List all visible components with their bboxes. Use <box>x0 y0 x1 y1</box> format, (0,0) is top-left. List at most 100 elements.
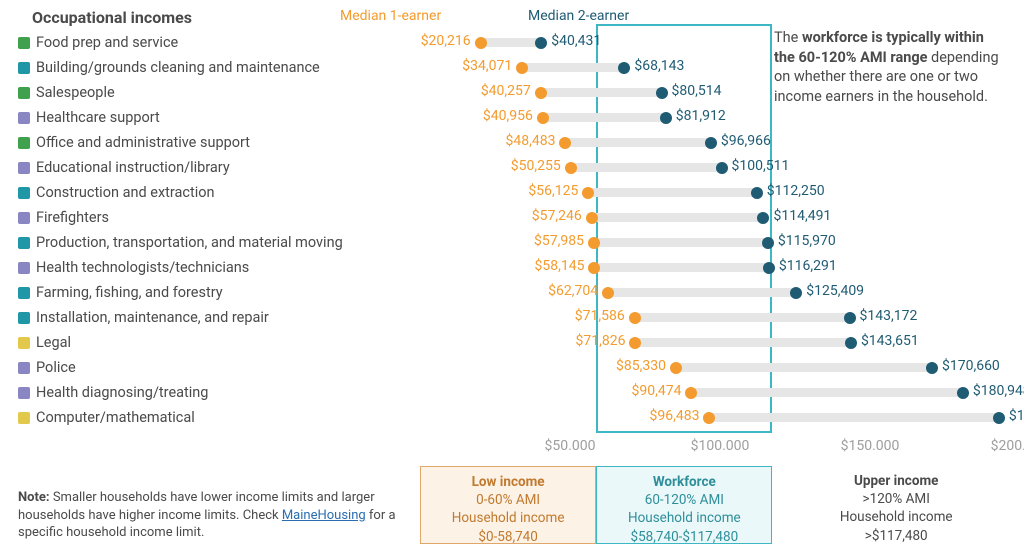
one-earner-dot <box>629 312 641 324</box>
two-earner-dot <box>618 62 630 74</box>
category-swatch <box>18 162 30 174</box>
one-earner-value: $58,145 <box>534 258 584 274</box>
one-earner-dot <box>537 112 549 124</box>
chart-row: Healthcare support$40,956$81,912 <box>18 105 1006 130</box>
range-track <box>635 338 850 347</box>
maine-housing-link[interactable]: MaineHousing <box>282 508 366 523</box>
two-earner-value: $68,143 <box>634 58 684 74</box>
occupation-label: Building/grounds cleaning and maintenanc… <box>36 59 320 76</box>
footnote: Note: Smaller households have lower inco… <box>18 489 398 542</box>
income-bands: Low income0-60% AMIHousehold income$0-58… <box>420 466 1020 544</box>
category-swatch <box>18 137 30 149</box>
band-income-range: $0-58,740 <box>429 528 587 546</box>
chart-row: Legal$71,826$143,651 <box>18 330 1006 355</box>
one-earner-dot <box>588 262 600 274</box>
income-band-low: Low income0-60% AMIHousehold income$0-58… <box>420 466 596 544</box>
chart-row: Installation, maintenance, and repair$71… <box>18 305 1006 330</box>
category-swatch <box>18 112 30 124</box>
one-earner-value: $62,704 <box>548 283 598 299</box>
two-earner-dot <box>660 112 672 124</box>
one-earner-value: $57,246 <box>532 208 582 224</box>
chart-row: Health technologists/technicians$58,145$… <box>18 255 1006 280</box>
range-track <box>522 63 624 72</box>
one-earner-value: $34,071 <box>462 58 512 74</box>
range-track <box>676 363 932 372</box>
one-earner-dot <box>685 387 697 399</box>
one-earner-dot <box>602 287 614 299</box>
occupation-label: Food prep and service <box>36 34 178 51</box>
occupation-label: Salespeople <box>36 84 115 101</box>
category-swatch <box>18 412 30 424</box>
category-swatch <box>18 387 30 399</box>
one-earner-value: $71,586 <box>575 308 625 324</box>
two-earner-value: $192,965 <box>1009 408 1024 424</box>
one-earner-value: $57,985 <box>534 233 584 249</box>
one-earner-value: $48,483 <box>505 133 555 149</box>
one-earner-dot <box>516 62 528 74</box>
occupation-label: Computer/mathematical <box>36 409 195 426</box>
range-track <box>592 213 764 222</box>
legend-two-earner: Median 2-earner <box>528 8 629 24</box>
band-title: Workforce <box>605 473 763 491</box>
range-track <box>709 413 998 422</box>
occupation-label: Legal <box>36 334 71 351</box>
two-earner-dot <box>845 337 857 349</box>
band-title: Low income <box>429 473 587 491</box>
two-earner-dot <box>757 212 769 224</box>
band-ami: >120% AMI <box>780 490 1012 508</box>
chart-row: Production, transportation, and material… <box>18 230 1006 255</box>
axis-tick-label: $100.000 <box>691 438 750 454</box>
band-income-label: Household income <box>605 509 763 527</box>
two-earner-dot <box>705 137 717 149</box>
chart-row: Computer/mathematical$96,483$192,965 <box>18 405 1006 430</box>
range-track <box>571 163 722 172</box>
occupation-label: Health diagnosing/treating <box>36 384 208 401</box>
two-earner-dot <box>957 387 969 399</box>
occupation-label: Educational instruction/library <box>36 159 230 176</box>
category-swatch <box>18 187 30 199</box>
chart-container: Occupational incomes Median 1-earner Med… <box>0 0 1024 556</box>
one-earner-value: $85,330 <box>616 358 666 374</box>
range-track <box>541 88 662 97</box>
one-earner-dot <box>703 412 715 424</box>
chart-title: Occupational incomes <box>32 8 192 27</box>
category-swatch <box>18 87 30 99</box>
category-swatch <box>18 287 30 299</box>
two-earner-dot <box>926 362 938 374</box>
chart-row: Office and administrative support $48,483… <box>18 130 1006 155</box>
one-earner-dot <box>475 37 487 49</box>
occupation-label: Police <box>36 359 76 376</box>
two-earner-value: $170,660 <box>942 358 1000 374</box>
one-earner-dot <box>535 87 547 99</box>
one-earner-dot <box>629 337 641 349</box>
band-title: Upper income <box>780 472 1012 490</box>
two-earner-value: $40,431 <box>551 33 601 49</box>
two-earner-value: $80,514 <box>672 83 722 99</box>
two-earner-value: $143,172 <box>860 308 918 324</box>
occupation-label: Office and administrative support <box>36 134 250 151</box>
one-earner-value: $71,826 <box>576 333 626 349</box>
one-earner-dot <box>565 162 577 174</box>
chart-row: Police $85,330 $170,660 <box>18 355 1006 380</box>
chart-row: Firefighters$57,246$114,491 <box>18 205 1006 230</box>
occupation-label: Farming, fishing, and forestry <box>36 284 223 301</box>
category-swatch <box>18 237 30 249</box>
band-income-label: Household income <box>780 508 1012 526</box>
chart-row: Construction and extraction$56,125$112,2… <box>18 180 1006 205</box>
two-earner-value: $81,912 <box>676 108 726 124</box>
two-earner-dot <box>762 237 774 249</box>
occupation-label: Production, transportation, and material… <box>36 234 343 251</box>
occupation-label: Healthcare support <box>36 109 160 126</box>
chart-row: Health diagnosing/treating$90,474$180,94… <box>18 380 1006 405</box>
range-track <box>608 288 796 297</box>
two-earner-value: $115,970 <box>778 233 836 249</box>
two-earner-dot <box>790 287 802 299</box>
one-earner-dot <box>588 237 600 249</box>
range-track <box>565 138 710 147</box>
axis-tick-label: $200.000 <box>991 438 1024 454</box>
band-income-label: Household income <box>429 509 587 527</box>
one-earner-value: $50,255 <box>511 158 561 174</box>
category-swatch <box>18 262 30 274</box>
note-prefix: Note: <box>18 490 50 505</box>
one-earner-dot <box>559 137 571 149</box>
